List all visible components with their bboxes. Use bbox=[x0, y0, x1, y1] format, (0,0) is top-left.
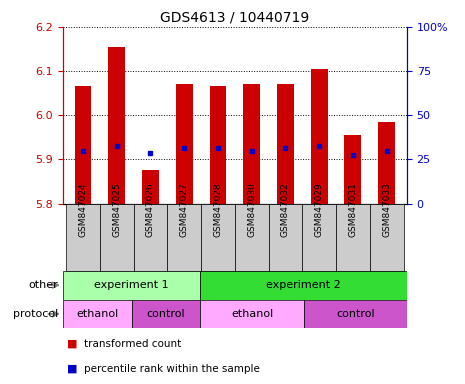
Bar bbox=[378, 122, 395, 204]
Text: ethanol: ethanol bbox=[231, 309, 273, 319]
Bar bbox=[302, 204, 336, 271]
Title: GDS4613 / 10440719: GDS4613 / 10440719 bbox=[160, 10, 309, 24]
Bar bbox=[200, 271, 407, 300]
Text: percentile rank within the sample: percentile rank within the sample bbox=[84, 364, 259, 374]
Bar bbox=[210, 86, 226, 204]
Text: GSM847026: GSM847026 bbox=[146, 182, 155, 237]
Bar bbox=[277, 84, 294, 204]
Bar bbox=[243, 84, 260, 204]
Text: transformed count: transformed count bbox=[84, 339, 181, 349]
Text: control: control bbox=[146, 309, 186, 319]
Bar bbox=[100, 204, 133, 271]
Text: GSM847032: GSM847032 bbox=[281, 182, 290, 237]
Text: ■: ■ bbox=[67, 364, 78, 374]
Bar bbox=[133, 204, 167, 271]
Bar bbox=[370, 204, 404, 271]
Bar bbox=[269, 204, 302, 271]
Bar bbox=[132, 300, 200, 328]
Bar bbox=[167, 204, 201, 271]
Text: experiment 2: experiment 2 bbox=[266, 280, 341, 290]
Bar bbox=[66, 204, 100, 271]
Bar bbox=[345, 135, 361, 204]
Bar bbox=[63, 300, 132, 328]
Bar bbox=[336, 204, 370, 271]
Bar bbox=[311, 69, 328, 204]
Text: experiment 1: experiment 1 bbox=[94, 280, 169, 290]
Bar bbox=[176, 84, 193, 204]
Bar bbox=[235, 204, 269, 271]
Text: control: control bbox=[336, 309, 375, 319]
Text: other: other bbox=[28, 280, 58, 290]
Bar bbox=[74, 86, 92, 204]
Text: GSM847027: GSM847027 bbox=[179, 182, 189, 237]
Bar bbox=[142, 170, 159, 204]
Bar bbox=[304, 300, 407, 328]
Text: protocol: protocol bbox=[13, 309, 58, 319]
Text: ethanol: ethanol bbox=[76, 309, 118, 319]
Bar bbox=[63, 271, 200, 300]
Text: GSM847033: GSM847033 bbox=[382, 182, 391, 237]
Bar bbox=[108, 47, 125, 204]
Text: GSM847028: GSM847028 bbox=[213, 182, 222, 237]
Bar bbox=[200, 300, 304, 328]
Text: GSM847025: GSM847025 bbox=[112, 182, 121, 237]
Text: GSM847030: GSM847030 bbox=[247, 182, 256, 237]
Bar bbox=[201, 204, 235, 271]
Text: GSM847031: GSM847031 bbox=[348, 182, 358, 237]
Text: GSM847024: GSM847024 bbox=[79, 182, 87, 237]
Text: GSM847029: GSM847029 bbox=[315, 182, 324, 237]
Text: ■: ■ bbox=[67, 339, 78, 349]
